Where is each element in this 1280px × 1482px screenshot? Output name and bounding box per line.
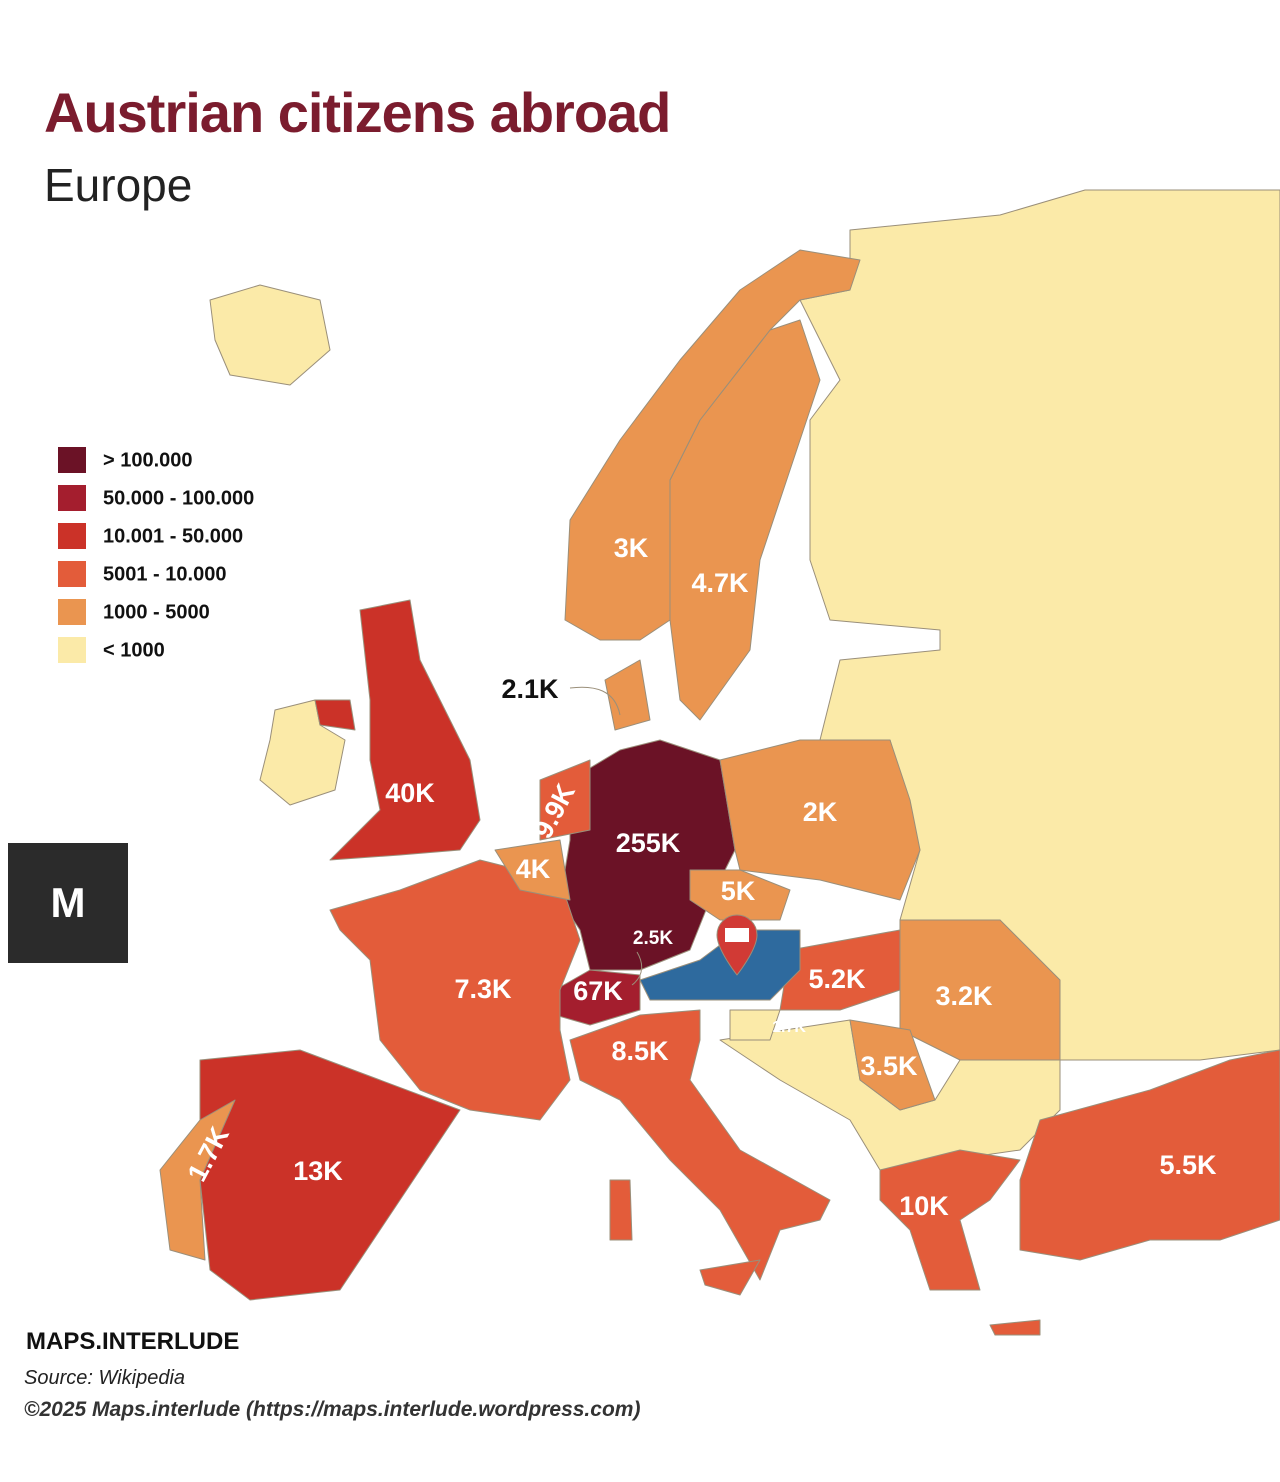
region-label: 4K bbox=[516, 854, 551, 884]
region-label: 2.5K bbox=[633, 928, 673, 949]
region bbox=[699, 1259, 761, 1296]
region bbox=[1019, 1049, 1280, 1261]
legend-swatch bbox=[58, 485, 86, 511]
copyright: ©2025 Maps.interlude (https://maps.inter… bbox=[24, 1398, 641, 1421]
legend-label: 50.000 - 100.000 bbox=[103, 487, 254, 509]
legend-swatch bbox=[58, 599, 86, 625]
region-label: 3.5K bbox=[860, 1051, 918, 1081]
logo: M bbox=[8, 843, 128, 963]
region-background bbox=[729, 1009, 781, 1041]
region bbox=[779, 929, 901, 1011]
brand: MAPS.INTERLUDE bbox=[26, 1328, 240, 1355]
legend-swatch bbox=[58, 637, 86, 663]
source: Source: Wikipedia bbox=[24, 1367, 186, 1389]
region bbox=[539, 759, 591, 841]
legend: > 100.000 50.000 - 100.000 10.001 - 50.000… bbox=[58, 447, 254, 663]
region-label: 7.3K bbox=[454, 974, 512, 1004]
subtitle: Europe bbox=[44, 159, 193, 211]
region-label: 2K bbox=[803, 797, 838, 827]
region-label: 255K bbox=[616, 828, 681, 858]
region bbox=[989, 1319, 1041, 1336]
region-label: 5.5K bbox=[1159, 1150, 1217, 1180]
region bbox=[719, 739, 921, 901]
legend-swatch bbox=[58, 447, 86, 473]
legend-label: 10.001 - 50.000 bbox=[103, 525, 243, 547]
region bbox=[564, 249, 861, 641]
region bbox=[609, 1179, 633, 1241]
region-label: 13K bbox=[293, 1156, 343, 1186]
region-label: 1.7K bbox=[772, 1019, 806, 1036]
legend-swatch bbox=[58, 561, 86, 587]
legend-label: > 100.000 bbox=[103, 449, 193, 471]
region bbox=[494, 839, 571, 901]
legend-label: 5001 - 10.000 bbox=[103, 563, 226, 585]
region-label: 5.2K bbox=[808, 964, 866, 994]
arrow bbox=[569, 686, 621, 716]
title: Austrian citizens abroad bbox=[44, 81, 671, 144]
region bbox=[314, 699, 356, 731]
region-label: 10K bbox=[899, 1191, 949, 1221]
region-background bbox=[799, 189, 1280, 1061]
arrow bbox=[631, 951, 643, 986]
region bbox=[639, 929, 801, 1001]
region-label: 3.2K bbox=[935, 981, 993, 1011]
region bbox=[879, 1149, 1021, 1291]
region-label: 5K bbox=[721, 876, 756, 906]
region-label: 40K bbox=[385, 778, 435, 808]
region bbox=[569, 1009, 831, 1281]
region bbox=[159, 1099, 236, 1261]
region-label: 3K bbox=[614, 533, 649, 563]
legend-label: < 1000 bbox=[103, 639, 165, 661]
pin-flag bbox=[725, 928, 749, 942]
region-label: 4.7K bbox=[691, 568, 749, 598]
region-label: 2.1K bbox=[501, 674, 559, 704]
region bbox=[604, 659, 651, 731]
region-label: 8.5K bbox=[611, 1036, 669, 1066]
region bbox=[199, 1049, 461, 1301]
region bbox=[329, 599, 481, 861]
legend-label: 1000 - 5000 bbox=[103, 601, 210, 623]
region-label: 67K bbox=[573, 976, 623, 1006]
region-background bbox=[209, 284, 331, 386]
region bbox=[849, 1019, 936, 1111]
legend-swatch bbox=[58, 523, 86, 549]
